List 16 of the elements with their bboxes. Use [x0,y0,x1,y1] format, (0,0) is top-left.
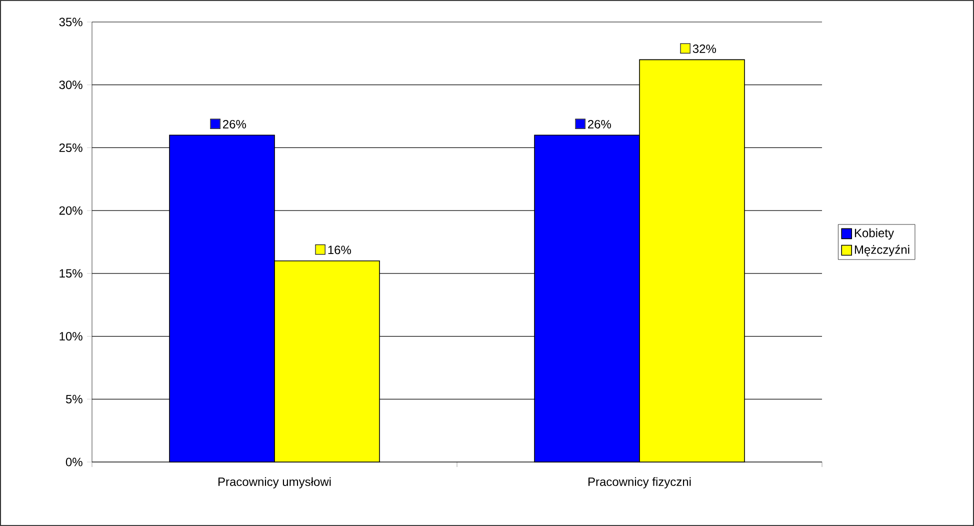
data-label: 16% [328,246,351,254]
y-tick-label: 10% [60,332,82,341]
y-tick-label: 15% [60,269,82,278]
x-tick-label: Pracownicy fizyczni [588,477,691,488]
y-tick-label: 25% [59,143,82,152]
x-tick-label: Pracownicy umysłowi [218,477,331,488]
data-label: 26% [223,120,246,128]
data-label: 26% [588,120,611,128]
data-label: 32% [692,44,716,54]
y-tick-label: 35% [59,18,82,26]
legend-label: Mężczyźni [854,244,910,256]
y-tick-label: 5% [66,394,82,404]
y-tick-label: 30% [59,80,82,90]
legend-label: Kobiety [854,228,894,240]
y-tick-label: 20% [59,206,82,215]
y-tick-label: 0% [66,458,82,466]
